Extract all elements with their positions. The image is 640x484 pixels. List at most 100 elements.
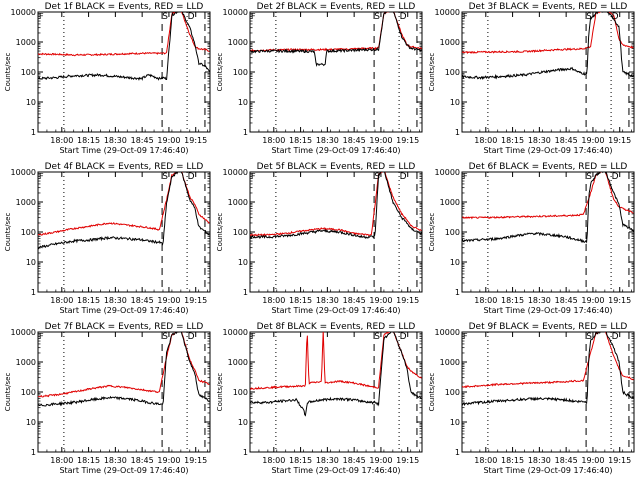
lld-series-line	[250, 172, 422, 237]
lld-series-line	[462, 332, 634, 389]
marker-s-label: S	[162, 172, 168, 182]
x-axis-title: Start Time (29-Oct-09 17:46:40)	[483, 466, 612, 475]
panel-det-8: Det 8f BLACK = Events, RED = LLD 1 10 100 10…	[216, 322, 423, 475]
y-tick-label: 1	[455, 448, 460, 457]
y-tick-label: 100	[21, 228, 36, 237]
y-tick-label: 10	[26, 418, 36, 427]
y-tick-label: 1000	[440, 38, 460, 47]
lld-series-line	[462, 12, 634, 55]
y-tick-label: 10000	[435, 8, 460, 17]
x-tick-label: 18:30	[104, 296, 127, 305]
corner-label: F	[251, 332, 256, 341]
x-tick-label: 18:00	[262, 296, 285, 305]
panel-det-3: Det 3f BLACK = Events, RED = LLD 1 10 100 10…	[428, 2, 635, 155]
events-series-line	[250, 332, 422, 417]
panel-title: Det 1f BLACK = Events, RED = LLD	[45, 2, 204, 12]
y-tick-label: 10000	[11, 328, 36, 337]
marker-s-label: S	[586, 332, 592, 342]
x-tick-label: 18:45	[343, 456, 366, 465]
corner-label: F	[251, 12, 256, 21]
panel-title: Det 9f BLACK = Events, RED = LLD	[469, 322, 628, 332]
panel-det-5: Det 5f BLACK = Events, RED = LLD 1 10 100 10…	[216, 162, 423, 315]
marker-d-label: D	[188, 172, 195, 182]
x-tick-label: 19:15	[396, 456, 419, 465]
x-tick-label: 19:15	[184, 456, 207, 465]
events-series-line	[462, 12, 634, 81]
y-axis-title: Counts/sec	[428, 53, 436, 92]
marker-s-label: S	[162, 332, 168, 342]
series-group	[38, 12, 210, 81]
x-tick-label: 19:00	[581, 136, 604, 145]
y-tick-label: 100	[21, 68, 36, 77]
x-tick-label: 18:30	[316, 136, 339, 145]
x-tick-label: 19:15	[396, 136, 419, 145]
y-axis-title: Counts/sec	[4, 53, 12, 92]
x-tick-label: 19:00	[157, 136, 180, 145]
panel-title: Det 6f BLACK = Events, RED = LLD	[469, 162, 628, 172]
x-tick-label: 18:45	[343, 296, 366, 305]
y-tick-label: 1000	[16, 38, 36, 47]
marker-d-label: D	[400, 172, 407, 182]
panel-det-4: Det 4f BLACK = Events, RED = LLD 1 10 100 10…	[4, 162, 211, 315]
panel-det-2: Det 2f BLACK = Events, RED = LLD 1 10 100 10…	[216, 2, 423, 155]
marker-s-label: S	[586, 12, 592, 22]
series-group	[250, 172, 422, 239]
events-series-line	[250, 172, 422, 239]
marker-s-label: S	[162, 12, 168, 22]
x-tick-label: 19:15	[396, 296, 419, 305]
marker-s-label: S	[374, 12, 380, 22]
marker-s-label: S	[586, 172, 592, 182]
corner-label: F	[39, 12, 44, 21]
x-tick-label: 18:30	[316, 296, 339, 305]
corner-label: F	[251, 172, 256, 181]
y-axis-title: Counts/sec	[428, 213, 436, 252]
panel-title: Det 2f BLACK = Events, RED = LLD	[257, 2, 416, 12]
marker-d-label: D	[188, 332, 195, 342]
corner-label: F	[463, 12, 468, 21]
x-tick-label: 19:00	[581, 296, 604, 305]
corner-label: F	[463, 172, 468, 181]
y-tick-label: 10	[450, 258, 460, 267]
y-axis-title: Counts/sec	[4, 373, 12, 412]
y-tick-label: 1	[31, 288, 36, 297]
marker-s-label: S	[374, 332, 380, 342]
x-tick-label: 18:30	[316, 456, 339, 465]
x-axis-title: Start Time (29-Oct-09 17:46:40)	[59, 146, 188, 155]
x-tick-label: 19:15	[184, 136, 207, 145]
y-tick-label: 100	[445, 228, 460, 237]
series-group	[250, 332, 422, 417]
x-tick-label: 18:00	[50, 296, 73, 305]
y-tick-label: 10	[238, 98, 248, 107]
y-axis-title: Counts/sec	[4, 213, 12, 252]
lld-series-line	[38, 12, 210, 57]
y-tick-label: 1	[243, 448, 248, 457]
x-tick-label: 19:00	[581, 456, 604, 465]
y-tick-label: 1000	[440, 198, 460, 207]
y-tick-label: 100	[21, 388, 36, 397]
y-tick-label: 10000	[435, 328, 460, 337]
y-tick-label: 10	[450, 418, 460, 427]
x-tick-label: 18:15	[289, 136, 312, 145]
y-tick-label: 1000	[228, 358, 248, 367]
x-tick-label: 18:30	[528, 296, 551, 305]
x-tick-label: 18:30	[528, 136, 551, 145]
x-tick-label: 19:00	[369, 456, 392, 465]
y-tick-label: 10	[26, 258, 36, 267]
y-tick-label: 1	[455, 128, 460, 137]
x-axis-title: Start Time (29-Oct-09 17:46:40)	[271, 306, 400, 315]
x-tick-label: 18:15	[501, 456, 524, 465]
y-axis-title: Counts/sec	[216, 213, 224, 252]
y-tick-label: 100	[233, 388, 248, 397]
x-tick-label: 18:00	[474, 136, 497, 145]
events-series-line	[38, 12, 210, 81]
y-tick-label: 10	[26, 98, 36, 107]
marker-d-label: D	[400, 332, 407, 342]
x-tick-label: 18:15	[77, 456, 100, 465]
x-tick-label: 18:00	[474, 456, 497, 465]
panel-det-9: Det 9f BLACK = Events, RED = LLD 1 10 100 10…	[428, 322, 635, 475]
x-tick-label: 18:00	[474, 296, 497, 305]
lld-series-line	[250, 332, 422, 390]
marker-d-label: D	[400, 12, 407, 22]
x-tick-label: 18:30	[104, 136, 127, 145]
x-axis-title: Start Time (29-Oct-09 17:46:40)	[483, 146, 612, 155]
